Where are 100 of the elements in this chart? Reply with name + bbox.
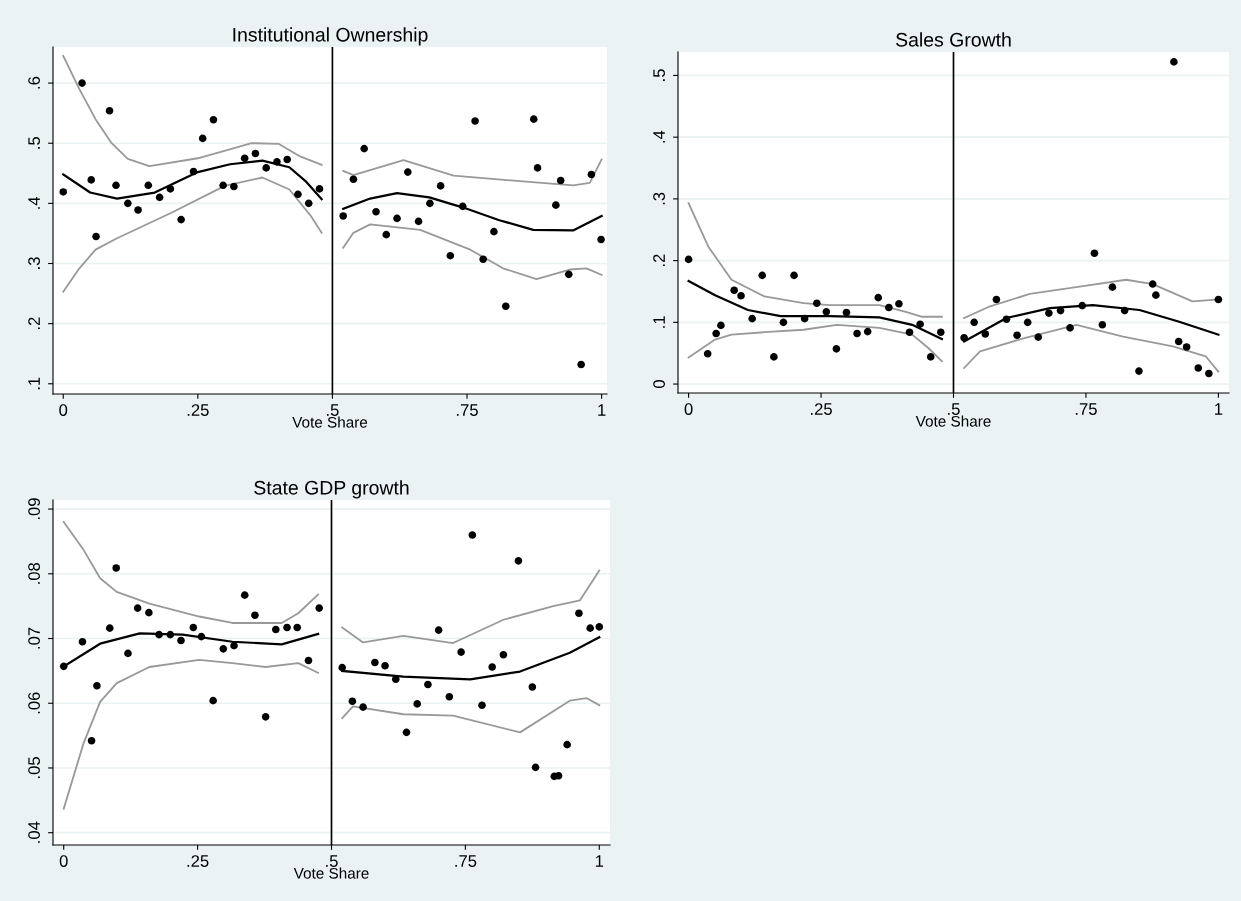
point bbox=[490, 227, 498, 236]
x-tick-label: 0 bbox=[59, 404, 68, 416]
point bbox=[112, 181, 120, 190]
point bbox=[198, 134, 207, 143]
point bbox=[382, 230, 391, 239]
point bbox=[779, 318, 788, 327]
point bbox=[87, 736, 96, 745]
point bbox=[155, 630, 163, 639]
point bbox=[338, 663, 347, 672]
point bbox=[712, 329, 720, 338]
point bbox=[853, 329, 861, 338]
y-tick-label: .1 bbox=[28, 377, 40, 390]
line-series bbox=[963, 323, 1220, 373]
point bbox=[189, 623, 198, 632]
point bbox=[209, 696, 217, 705]
y-tick-label: .09 bbox=[28, 498, 40, 520]
x-tick-label: 1 bbox=[598, 404, 606, 416]
point bbox=[514, 557, 523, 565]
point bbox=[874, 293, 883, 302]
point bbox=[339, 212, 347, 220]
y-tick-label: .04 bbox=[28, 821, 40, 843]
point bbox=[445, 692, 454, 701]
point bbox=[105, 106, 114, 115]
line-series bbox=[342, 192, 603, 232]
point bbox=[748, 314, 756, 323]
point bbox=[436, 182, 445, 190]
point bbox=[92, 232, 100, 241]
point bbox=[479, 255, 487, 264]
point bbox=[59, 662, 68, 671]
point bbox=[595, 623, 604, 631]
point bbox=[348, 697, 357, 706]
y-tick-label: .4 bbox=[653, 130, 665, 143]
point bbox=[413, 700, 421, 708]
point bbox=[895, 300, 903, 308]
point bbox=[197, 632, 206, 641]
point bbox=[424, 680, 432, 689]
point bbox=[684, 255, 693, 264]
point bbox=[1066, 324, 1074, 332]
point bbox=[262, 164, 271, 172]
x-tick-label: .75 bbox=[456, 404, 478, 416]
point bbox=[134, 206, 142, 214]
point bbox=[349, 175, 358, 184]
point bbox=[1034, 333, 1043, 341]
point bbox=[1182, 343, 1191, 351]
point bbox=[293, 623, 302, 632]
line-series bbox=[342, 223, 603, 281]
point bbox=[177, 636, 185, 645]
point bbox=[381, 661, 389, 670]
y-tick-label: .5 bbox=[653, 69, 665, 81]
x-tick-label: .5 bbox=[326, 855, 338, 867]
point bbox=[359, 703, 367, 711]
point bbox=[564, 270, 573, 279]
y-tick-label: .2 bbox=[28, 317, 40, 330]
point bbox=[471, 117, 479, 125]
point bbox=[885, 303, 893, 312]
point bbox=[403, 168, 412, 176]
point bbox=[822, 308, 831, 316]
point bbox=[703, 350, 712, 358]
x-tick-label: .5 bbox=[948, 403, 960, 415]
point bbox=[577, 360, 585, 369]
point bbox=[758, 271, 767, 280]
point bbox=[528, 683, 537, 691]
point bbox=[87, 176, 96, 184]
point bbox=[283, 623, 291, 632]
point bbox=[177, 215, 185, 224]
point bbox=[1002, 315, 1011, 324]
point bbox=[1045, 309, 1053, 317]
point bbox=[251, 611, 259, 620]
point bbox=[1214, 295, 1223, 304]
point bbox=[1023, 318, 1032, 327]
chart-title: Sales Growth bbox=[896, 32, 1011, 47]
point bbox=[219, 645, 228, 653]
point bbox=[78, 79, 86, 87]
point bbox=[240, 591, 249, 599]
point bbox=[1090, 249, 1099, 258]
point bbox=[575, 609, 583, 618]
point bbox=[737, 291, 745, 300]
point bbox=[556, 176, 565, 185]
point bbox=[552, 201, 560, 209]
y-tick-label: .05 bbox=[28, 757, 40, 779]
x-tick-label: .75 bbox=[455, 855, 477, 867]
point bbox=[189, 167, 198, 176]
point bbox=[970, 318, 978, 327]
point bbox=[586, 624, 594, 632]
line-series bbox=[341, 697, 601, 734]
point bbox=[992, 295, 1001, 304]
x-tick-label: 1 bbox=[1215, 403, 1223, 415]
point bbox=[105, 624, 114, 632]
point bbox=[800, 314, 809, 323]
point bbox=[1078, 301, 1087, 310]
point bbox=[273, 158, 281, 166]
point bbox=[478, 701, 486, 709]
y-tick-label: .3 bbox=[653, 192, 665, 205]
point bbox=[926, 353, 935, 361]
point bbox=[402, 728, 411, 737]
point bbox=[1152, 291, 1160, 299]
y-tick-label: .08 bbox=[28, 562, 40, 584]
point bbox=[1013, 331, 1021, 340]
point bbox=[230, 641, 238, 650]
point bbox=[960, 333, 968, 342]
